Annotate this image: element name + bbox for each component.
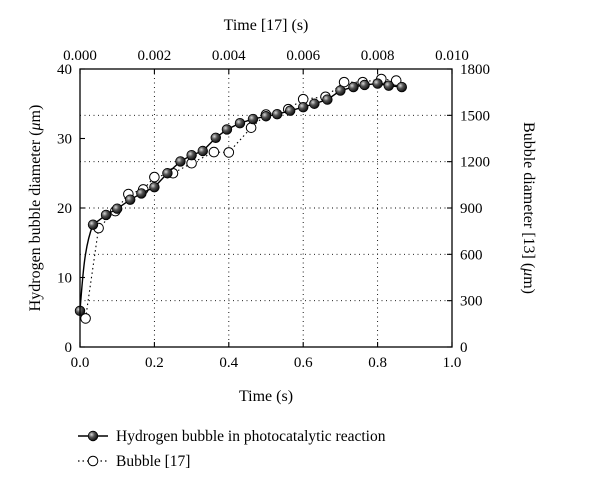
y-right-label-main: Bubble diameter [13] ( [520,122,537,268]
tick-layer: 0.0 0.2 0.4 0.6 0.8 1.0 0.000 0.002 0.004 0.006 0.… [57,48,490,371]
legend-label-hydrogen-bubble: Hydrogen bubble in photocatalytic reacti… [116,428,386,445]
data-point-hydrogen-bubble [197,145,208,157]
y-right-axis-title: Bubble diameter [13] (μm) [520,122,537,294]
y-left-label-unit: μ [27,122,44,131]
y-right-tick-label: 0 [460,340,468,356]
y-left-tick-label: 30 [57,132,72,148]
data-point-hydrogen-bubble [298,102,309,113]
data-point-hydrogen-bubble [234,118,246,129]
data-point-hydrogen-bubble [247,113,259,125]
data-point-hydrogen-bubble [359,79,370,91]
y-left-tick-label: 40 [57,62,72,78]
legend-entry-bubble-17: Bubble [17] [78,453,190,470]
y-left-tick-label: 20 [57,201,72,217]
y-right-tick-label: 1200 [460,155,490,171]
y-right-tick-label: 300 [460,294,483,310]
x-top-tick-label: 0.000 [63,48,97,64]
x-top-tick-label: 0.002 [138,48,172,64]
data-point-bubble-17 [245,122,257,133]
y-left-axis-title: Hydrogen bubble diameter (μm) [27,105,44,312]
legend-entry-hydrogen-bubble: Hydrogen bubble in photocatalytic reacti… [78,428,386,445]
x-bottom-tick-label: 0.8 [368,355,387,371]
data-point-hydrogen-bubble [111,203,123,214]
x-top-tick-label: 0.010 [435,48,469,64]
y-left-label-main: Hydrogen bubble diameter ( [27,130,44,311]
data-point-hydrogen-bubble [396,81,407,93]
legend-label-bubble-17: Bubble [17] [116,453,190,470]
x-top-tick-label: 0.006 [286,48,320,64]
y-left-label-end: m) [27,105,44,123]
y-right-label-unit: μ [520,267,537,276]
x-bottom-tick-label: 0.4 [219,355,238,371]
y-left-tick-label: 10 [57,271,72,287]
data-point-hydrogen-bubble [175,156,186,167]
data-point-bubble-17 [80,313,91,324]
y-right-tick-label: 1500 [460,108,490,124]
legend: Hydrogen bubble in photocatalytic reacti… [78,428,386,470]
data-point-bubble-17 [149,171,160,183]
x-top-tick-label: 0.008 [361,48,395,64]
data-point-hydrogen-bubble [322,94,333,105]
data-point-bubble-17 [223,147,235,158]
data-point-hydrogen-bubble [335,85,346,96]
data-point-hydrogen-bubble [383,80,394,91]
y-right-tick-label: 600 [460,247,483,263]
x-bottom-axis-title: Time (s) [239,388,293,405]
x-bottom-tick-label: 0.2 [145,355,164,371]
data-point-hydrogen-bubble [271,108,283,120]
data-point-hydrogen-bubble [260,111,272,122]
data-point-hydrogen-bubble [372,78,383,89]
x-bottom-tick-label: 1.0 [443,355,462,371]
data-point-hydrogen-bubble [87,219,99,230]
data-point-hydrogen-bubble [221,124,233,135]
legend-marker-filled [87,430,99,442]
data-point-bubble-17 [208,146,220,158]
data-point-hydrogen-bubble [149,181,160,193]
legend-marker-open [87,455,99,467]
x-bottom-tick-label: 0.6 [294,355,313,371]
data-point-hydrogen-bubble [309,98,320,109]
x-bottom-tick-label: 0.0 [71,355,90,371]
series-layer [74,73,407,324]
data-point-hydrogen-bubble [210,132,221,144]
y-right-tick-label: 900 [460,201,483,217]
x-top-axis-title: Time [17] (s) [224,17,309,34]
y-left-tick-label: 0 [65,340,73,356]
data-point-hydrogen-bubble [136,188,147,199]
data-point-hydrogen-bubble [162,168,173,179]
data-point-hydrogen-bubble [284,105,296,116]
data-point-hydrogen-bubble [125,194,136,205]
y-right-tick-label: 1800 [460,62,490,78]
data-point-hydrogen-bubble [100,209,112,221]
x-top-tick-label: 0.004 [212,48,246,64]
data-point-hydrogen-bubble [348,81,359,93]
y-right-label-end: m) [520,276,537,294]
data-point-hydrogen-bubble [186,149,197,161]
